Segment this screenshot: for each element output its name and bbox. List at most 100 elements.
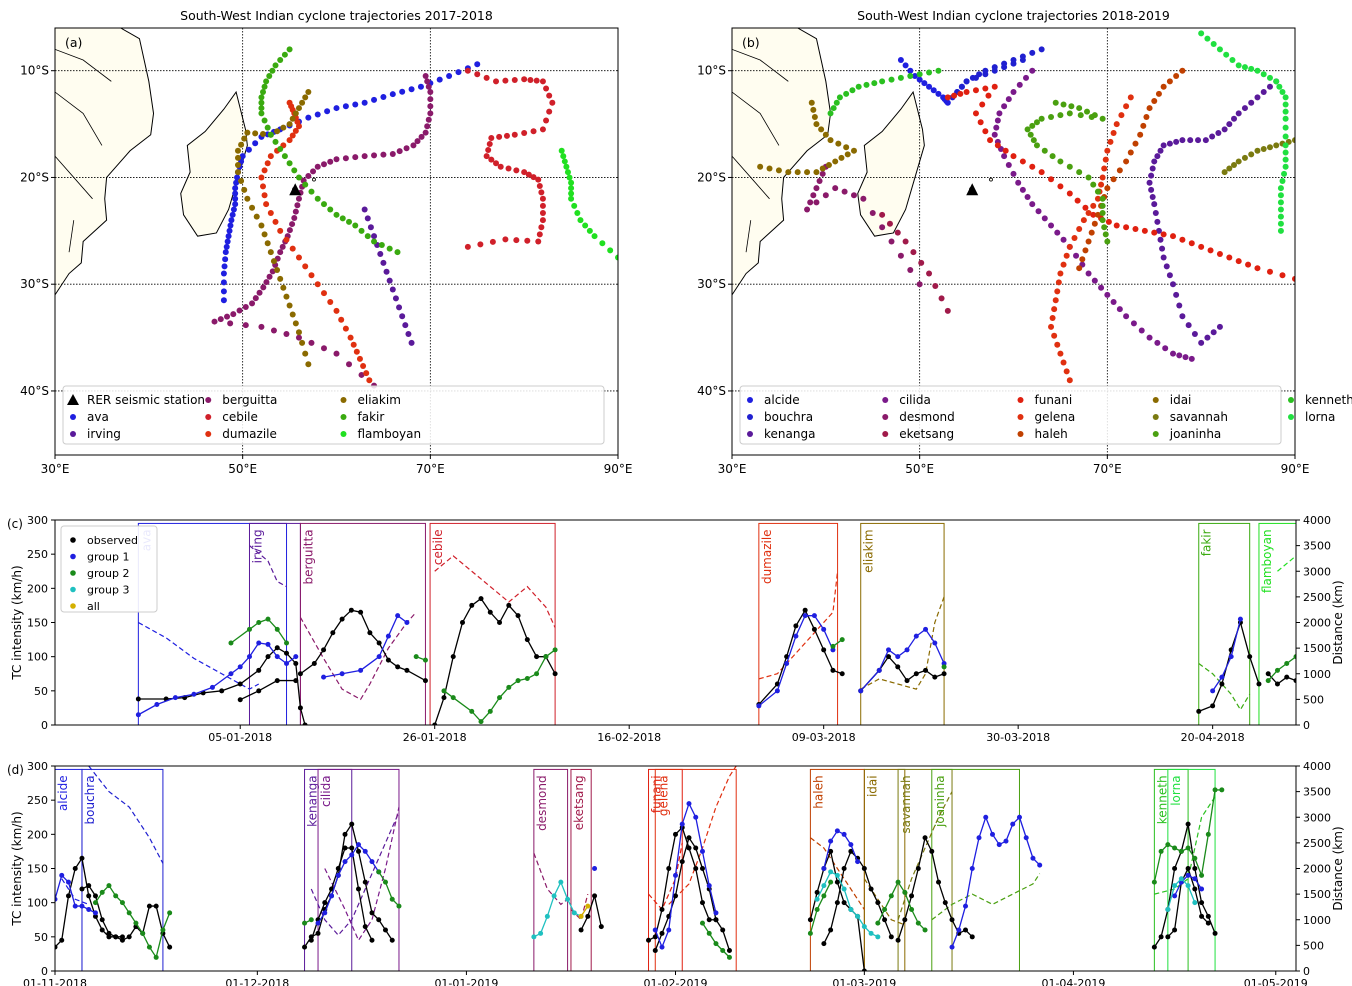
series-point-observed — [834, 900, 840, 906]
track-point-kenanga — [1152, 210, 1159, 217]
track-point-fakir — [364, 233, 371, 240]
series-line-group-3 — [816, 871, 879, 938]
track-point-cilida — [991, 131, 998, 138]
series-point-observed — [886, 654, 892, 660]
legend-marker — [882, 431, 889, 437]
x-tick-label: 16-02-2018 — [597, 731, 661, 744]
series-point-observed — [585, 913, 591, 919]
track-point-fakir — [261, 83, 268, 90]
track-point-cebile — [496, 133, 503, 140]
track-point-berguitta — [361, 153, 368, 160]
y2-tick-label: 0 — [1303, 719, 1310, 732]
series-point-group-1 — [858, 688, 864, 694]
series-point-group-2 — [1158, 848, 1164, 854]
rer-station-marker — [289, 183, 302, 196]
track-point-eliakim — [305, 361, 312, 368]
distance-curve — [810, 837, 865, 910]
map-panel-a: 30°E 50°E 70°E 90°E 10°S 20°S 30°S 40°S South-We… — [20, 8, 632, 476]
legend-marker — [747, 397, 753, 403]
series-point-group-3 — [551, 893, 557, 899]
track-point-desmond — [813, 185, 820, 192]
track-point-gelena — [1054, 341, 1061, 348]
track-point-cebile — [488, 156, 495, 163]
cyclone-label-idai: idai — [865, 775, 879, 797]
series-point-group-3 — [834, 872, 840, 878]
y2-tick-label: 3500 — [1303, 540, 1331, 553]
series-point-observed — [153, 903, 159, 909]
track-point-lorna — [1235, 62, 1242, 69]
series-point-group-1 — [1003, 838, 1009, 844]
series-point-observed — [673, 893, 678, 899]
track-point-dumazile — [263, 201, 270, 208]
track-point-joaninha — [1090, 181, 1097, 188]
x-tick-label: 26-01-2018 — [403, 731, 467, 744]
track-point-eketsang — [944, 307, 951, 314]
track-point-eliakim — [292, 320, 299, 327]
series-point-group-1 — [209, 684, 215, 690]
country-border — [55, 48, 112, 82]
series-point-observed — [86, 883, 92, 889]
track-point-alcide — [944, 99, 951, 106]
series-point-group-1 — [1185, 872, 1191, 878]
distance-curve — [299, 611, 417, 701]
series-point-group-1 — [358, 667, 364, 673]
series-point-observed — [895, 664, 901, 670]
series-point-group-2 — [922, 927, 928, 933]
track-point-kenanga — [1226, 121, 1233, 128]
series-point-observed — [369, 937, 375, 943]
plot-content: avairvingberguittacebiledumazileeliakimf… — [135, 522, 1296, 725]
series-line-group-1 — [323, 614, 408, 678]
cyclone-label-savannah: savannah — [899, 775, 913, 833]
track-point-desmond — [832, 185, 839, 192]
track-point-fakir — [266, 73, 273, 80]
track-point-idai — [794, 169, 801, 176]
series-point-group-2 — [265, 616, 271, 622]
track-point-eliakim — [299, 339, 306, 346]
track-point-dumazile — [333, 307, 340, 314]
series-point-group-2 — [1178, 848, 1184, 854]
track-point-eliakim — [249, 204, 256, 211]
series-line-group-1 — [317, 843, 380, 924]
series-point-observed — [1196, 708, 1202, 714]
series-point-group-2 — [814, 907, 820, 912]
series-point-observed — [321, 647, 327, 653]
track-point-funani — [1057, 183, 1064, 190]
cyclone-label-funani: funani — [650, 775, 664, 813]
track-point-lorna — [1277, 199, 1284, 206]
series-point-observed — [699, 866, 705, 871]
series-point-group-1 — [1199, 886, 1205, 892]
track-point-lorna — [1204, 35, 1211, 42]
track-point-cebile — [486, 141, 493, 148]
track-point-gelena — [1066, 377, 1073, 384]
track-point-cilida — [1116, 306, 1123, 313]
track-point-cebile — [505, 165, 512, 172]
track-point-kenanga — [1209, 133, 1216, 140]
series-point-group-2 — [146, 944, 152, 950]
track-point-flamboyan — [599, 240, 606, 247]
track-point-ava — [222, 249, 229, 256]
track-point-joaninha — [1049, 153, 1056, 160]
track-point-idai — [822, 131, 829, 138]
series-point-group-3 — [848, 907, 854, 912]
legend-label: observed — [87, 534, 138, 547]
cyclone-box-bouchra — [81, 768, 164, 971]
track-point-eliakim — [252, 130, 259, 137]
track-point-kenneth — [935, 67, 942, 74]
track-point-berguitta — [294, 202, 301, 209]
track-point-fakir — [258, 94, 265, 101]
series-line-observed — [1153, 823, 1216, 948]
series-point-observed — [861, 968, 867, 971]
series-point-group-2 — [902, 889, 908, 895]
series-point-observed — [167, 944, 173, 950]
track-point-cebile — [538, 224, 545, 231]
track-point-eliakim — [280, 284, 287, 291]
track-point-fakir — [333, 211, 340, 218]
track-point-ava — [389, 91, 396, 98]
track-point-cilida — [1188, 355, 1195, 362]
y-tick-label: 50 — [34, 931, 48, 944]
track-point-dumazile — [320, 290, 327, 297]
track-point-idai — [850, 147, 857, 154]
track-point-berguitta — [333, 350, 340, 357]
track-point-funani — [957, 90, 964, 97]
track-point-dumazile — [347, 334, 354, 341]
